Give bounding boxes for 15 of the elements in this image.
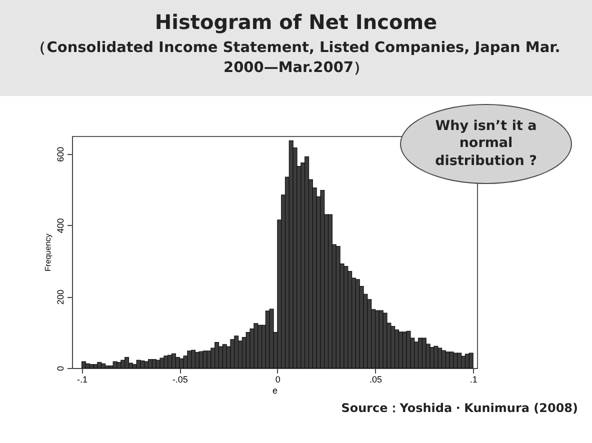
y-tick-label: 600 bbox=[56, 146, 66, 162]
y-tick-label: 400 bbox=[56, 218, 66, 234]
x-tick-label: .05 bbox=[370, 374, 382, 384]
x-axis-title: e bbox=[272, 386, 278, 396]
x-tick-label: 0 bbox=[275, 374, 280, 384]
speech-bubble: Why isn’t it a normal distribution ? bbox=[400, 104, 572, 184]
chart-title: Histogram of Net Income bbox=[154, 10, 438, 34]
source-note: Source：Yoshida・Kunimura (2008) bbox=[341, 400, 578, 417]
y-tick-label: 200 bbox=[56, 290, 66, 305]
chart-subtitle: （Consolidated Income Statement, Listed Companies, Japan Mar. 2000—Mar.2007） bbox=[30, 39, 562, 78]
x-tick-label: -.1 bbox=[77, 374, 88, 384]
x-tick-label: -.05 bbox=[172, 374, 188, 384]
y-axis-title: Frequency bbox=[44, 234, 52, 272]
x-tick-label: .1 bbox=[470, 374, 478, 384]
y-tick-label: 0 bbox=[56, 366, 66, 372]
